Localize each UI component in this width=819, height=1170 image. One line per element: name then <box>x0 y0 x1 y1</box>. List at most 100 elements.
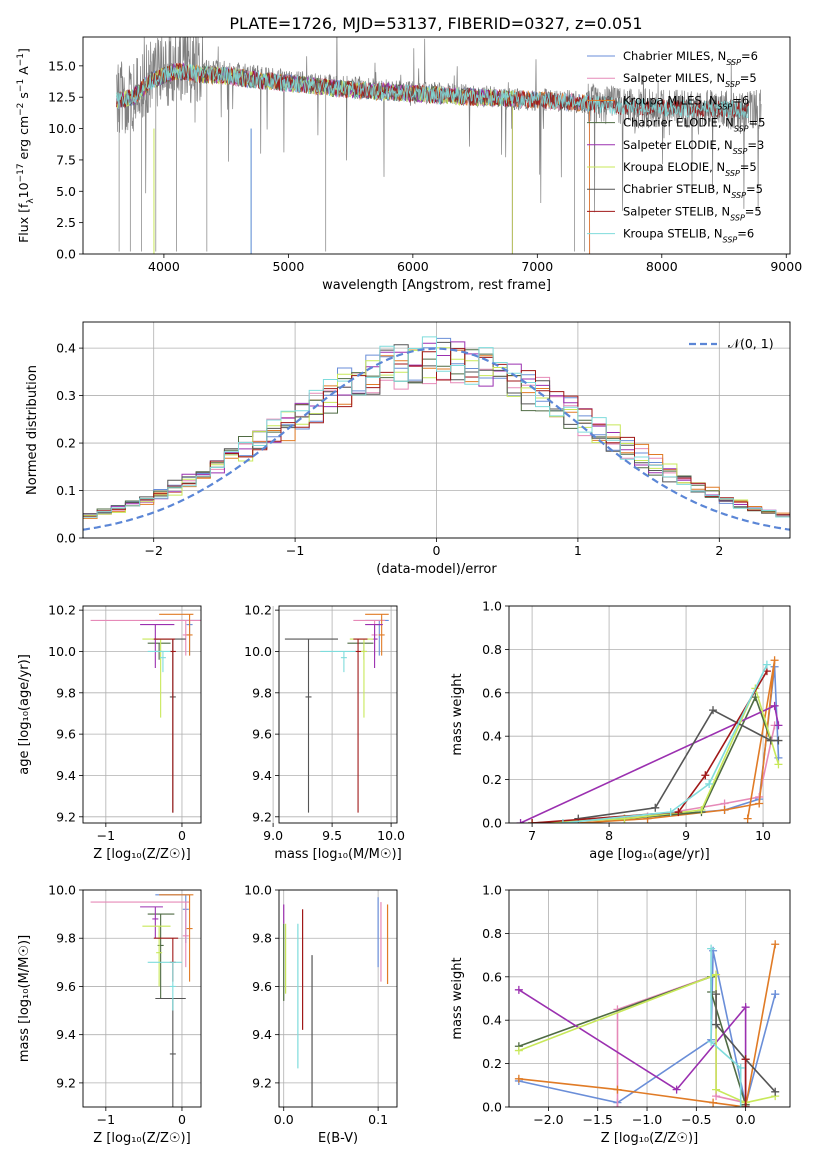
tick-label-x: −2.0 <box>533 1112 563 1127</box>
tick-label-y: 0.8 <box>482 642 502 657</box>
ticks: 0.0 0.1 9.2 9.4 9.6 9.8 10.0 <box>244 883 388 1128</box>
ticks: 7 8 9 10 0.0 0.2 0.4 0.6 0.8 1.0 <box>482 599 771 844</box>
y-axis-label: mass weight <box>450 673 465 755</box>
legend: Chabrier MILES, NSSP=6 Salpeter MILES, NS… <box>587 49 765 244</box>
plot-content <box>514 940 780 1107</box>
legend-entry: Chabrier ELODIE, NSSP=5 <box>623 116 765 134</box>
y-axis-label: Normed distribution <box>25 365 40 495</box>
y-axis-label: mass [log₁₀(M/M☉)] <box>17 935 32 1062</box>
panel-residuals: −2 −1 0 1 2 0.0 0.1 0.2 0.3 0.4 (data-model)/error… <box>25 321 791 577</box>
marker <box>774 736 783 745</box>
tick-label-x: 10 <box>755 828 771 843</box>
marker <box>709 706 718 715</box>
tick-label-x: −1.0 <box>632 1112 662 1127</box>
line-salpeter-stelib <box>532 670 768 823</box>
legend-entry: Salpeter MILES, NSSP=5 <box>623 71 757 89</box>
ticks: −2 −1 0 1 2 0.0 0.1 0.2 0.3 0.4 <box>56 341 723 558</box>
marker <box>762 660 771 669</box>
line-kroupa-miles <box>578 660 776 823</box>
tick-label-x: 7 <box>528 828 536 843</box>
tick-label-x: 9.5 <box>322 828 342 843</box>
panel-mass_vs_Z: −1 0 9.2 9.4 9.6 9.8 10.0 Z [log₁₀(Z/Z☉)] mass [… <box>17 883 202 1146</box>
marker <box>736 1103 745 1107</box>
tick-label-y: 10.0 <box>244 644 272 659</box>
tick-label-x: 8000 <box>646 259 678 274</box>
marker <box>741 1055 750 1064</box>
axes-frame <box>82 321 791 539</box>
tick-label-y: 9.6 <box>252 979 272 994</box>
marker <box>720 805 729 814</box>
plot-content <box>284 613 389 813</box>
legend-entry: Salpeter ELODIE, NSSP=3 <box>623 138 764 156</box>
ticks: −1 0 9.2 9.4 9.6 9.8 10.0 <box>48 883 186 1128</box>
marker <box>755 799 764 808</box>
tick-label-y: 15.0 <box>48 58 76 73</box>
grid <box>83 606 201 823</box>
ticks: −2.0 −1.5 −1.0 −0.5 0.0 0.0 0.2 0.4 0.6 0.8 1.0 <box>482 883 756 1128</box>
axes-frame <box>82 605 202 824</box>
plot-content <box>90 613 201 813</box>
tick-label-y: 0.1 <box>56 483 76 498</box>
axes-frame <box>82 889 202 1108</box>
marker <box>701 771 710 780</box>
marker <box>514 1074 523 1083</box>
tick-label-x: 8 <box>605 828 613 843</box>
marker <box>613 1085 622 1094</box>
marker <box>528 819 537 823</box>
tick-label-y: 9.6 <box>56 727 76 742</box>
tick-label-y: 10.0 <box>48 883 76 898</box>
line-kroupa-stelib <box>710 948 742 1107</box>
model-kroupa-stelib <box>116 63 749 119</box>
tick-label-y: 5.0 <box>56 184 76 199</box>
tick-label-y: 9.8 <box>252 685 272 700</box>
tick-label-y: 9.4 <box>252 768 272 783</box>
marker <box>707 944 716 953</box>
marker <box>613 1103 622 1107</box>
tick-label-x: −1 <box>97 1112 115 1127</box>
marker <box>774 760 783 769</box>
axes-frame <box>508 889 791 1108</box>
marker <box>771 940 780 949</box>
line-kroupa-stelib <box>562 664 768 823</box>
tick-label-y: 0.4 <box>56 341 76 356</box>
grid <box>272 606 397 823</box>
tick-label-x: 9.0 <box>263 828 283 843</box>
ticks: 4000 5000 6000 7000 8000 9000 0.0 2.5 5.0 7.5 10.0… <box>48 58 802 274</box>
marker <box>736 1063 745 1072</box>
tick-label-x: 0 <box>178 1112 186 1127</box>
tick-label-y: 9.2 <box>56 1075 76 1090</box>
panel-spectrum: 4000 5000 6000 7000 8000 9000 0.0 2.5 5.0 7.5 10.0… <box>16 36 802 293</box>
tick-label-x: 0 <box>178 828 186 843</box>
marker <box>712 1020 721 1029</box>
panel-mass_vs_ebv: 0.0 0.1 9.2 9.4 9.6 9.8 10.0 E(B-V) <box>244 883 398 1146</box>
tick-label-y: 9.6 <box>252 727 272 742</box>
panel-age_vs_mass: 9.0 9.5 10.0 9.2 9.4 9.6 9.8 10.0 10.2 mass [log₁… <box>244 603 405 862</box>
x-axis-label: mass [log₁₀(M/M☉)] <box>274 847 401 862</box>
legend-entry: Chabrier MILES, NSSP=6 <box>623 49 758 67</box>
tick-label-y: 0.4 <box>482 1013 502 1028</box>
tick-label-y: 1.0 <box>482 599 502 614</box>
marker <box>514 985 523 994</box>
figure-title: PLATE=1726, MJD=53137, FIBERID=0327, z=0… <box>229 14 642 33</box>
tick-label-y: 2.5 <box>56 215 76 230</box>
x-axis-label: Z [log₁₀(Z/Z☉)] <box>93 1131 190 1146</box>
marker <box>712 1085 721 1094</box>
marker <box>771 990 780 999</box>
marker <box>707 1037 716 1046</box>
tick-label-x: −1 <box>286 543 304 558</box>
tick-label-x: 6000 <box>397 259 429 274</box>
tick-label-x: 10.0 <box>377 828 405 843</box>
legend-entry: Chabrier STELIB, NSSP=5 <box>623 182 763 200</box>
tick-label-y: 0.0 <box>482 816 502 831</box>
marker <box>705 779 714 788</box>
ticks: 9.0 9.5 10.0 9.2 9.4 9.6 9.8 10.0 10.2 <box>244 603 405 843</box>
tick-label-y: 9.8 <box>252 931 272 946</box>
marker <box>516 819 525 823</box>
legend-entry: Kroupa STELIB, NSSP=6 <box>623 227 754 245</box>
tick-label-y: 0.2 <box>482 1056 502 1071</box>
axes-frame <box>278 605 398 824</box>
tick-label-y: 10.0 <box>244 883 272 898</box>
tick-label-y: 9.8 <box>56 931 76 946</box>
tick-label-y: 0.4 <box>482 729 502 744</box>
marker <box>771 1087 780 1096</box>
